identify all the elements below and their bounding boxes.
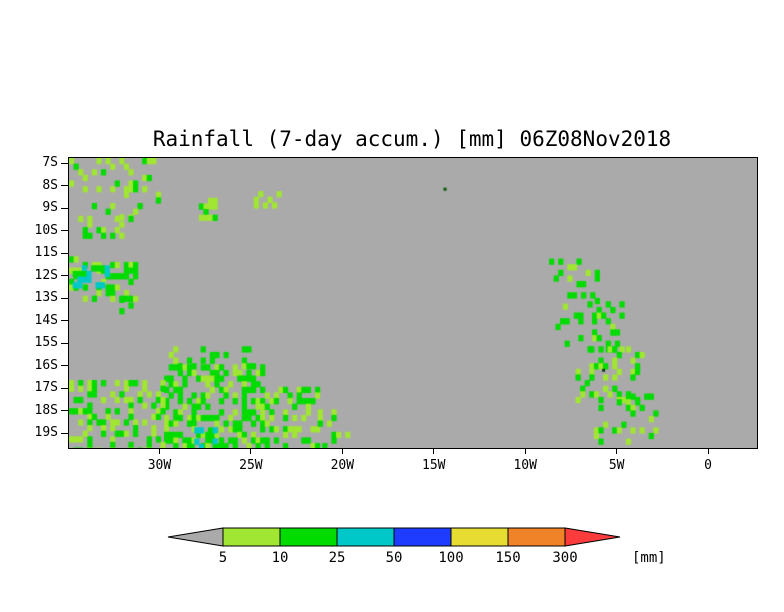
y-tick-label: 10S (34, 222, 58, 238)
x-tick-label: 25W (239, 458, 263, 473)
colorbar-segment (507, 527, 566, 547)
x-tick (707, 449, 709, 454)
colorbar-segment (222, 527, 281, 547)
y-tick (61, 432, 68, 434)
colorbar-segment (336, 527, 395, 547)
y-tick (61, 207, 68, 209)
y-tick-label: 16S (34, 357, 58, 373)
colorbar-left-arrow (167, 527, 224, 547)
y-tick-label: 12S (34, 267, 58, 283)
y-tick (61, 275, 68, 277)
x-tick-label: 15W (422, 458, 446, 473)
y-tick-label: 11S (34, 245, 58, 261)
x-tick-label: 10W (513, 458, 537, 473)
x-tick-label: 30W (147, 458, 172, 473)
y-tick-label: 18S (34, 402, 58, 418)
y-tick (61, 252, 68, 254)
y-tick-label: 7S (42, 155, 58, 171)
colorbar-level-label: 100 (438, 550, 463, 566)
y-tick-label: 19S (34, 425, 58, 441)
y-tick (61, 230, 68, 232)
colorbar-level-label: 300 (552, 550, 577, 566)
x-tick (158, 449, 160, 454)
colorbar-segment (393, 527, 452, 547)
colorbar-level-label: 25 (329, 550, 346, 566)
colorbar-level-label: 10 (272, 550, 289, 566)
x-tick-label: 0 (704, 458, 712, 473)
y-tick-label: 13S (34, 290, 58, 306)
rainfall-map-canvas (69, 158, 757, 448)
colorbar-level-label: 150 (495, 550, 520, 566)
colorbar-level-label: 5 (219, 550, 227, 566)
y-tick (61, 297, 68, 299)
x-tick (616, 449, 618, 454)
x-tick-label: 5W (608, 458, 625, 473)
x-tick (341, 449, 343, 454)
x-tick-label: 20W (330, 458, 355, 473)
y-tick (61, 410, 68, 412)
y-tick (61, 185, 68, 187)
colorbar-unit-label: [mm] (632, 550, 666, 566)
x-tick (524, 449, 526, 454)
x-tick (250, 449, 252, 454)
y-tick-label: 15S (34, 335, 58, 351)
colorbar-level-label: 50 (386, 550, 403, 566)
chart-title: Rainfall (7-day accum.) [mm] 06Z08Nov201… (152, 127, 672, 151)
x-tick (433, 449, 435, 454)
y-tick-label: 8S (42, 177, 58, 193)
y-tick (61, 342, 68, 344)
y-tick (61, 320, 68, 322)
y-tick (61, 162, 68, 164)
colorbar: 5 10 25 50 100 150 300 [mm] (167, 527, 666, 566)
colorbar-right-arrow (564, 527, 621, 547)
y-tick (61, 365, 68, 367)
y-tick (61, 387, 68, 389)
y-tick-label: 17S (34, 380, 58, 396)
colorbar-segment (450, 527, 509, 547)
y-tick-label: 14S (34, 312, 58, 328)
plot-area (68, 157, 758, 449)
colorbar-segment (279, 527, 338, 547)
y-tick-label: 9S (42, 200, 58, 216)
